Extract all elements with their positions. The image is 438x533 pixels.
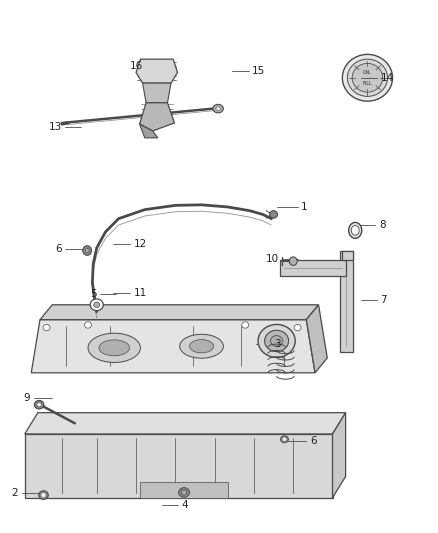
Text: 7: 7 (381, 295, 387, 305)
Text: 15: 15 (252, 66, 265, 76)
Ellipse shape (43, 325, 50, 331)
Ellipse shape (216, 107, 220, 110)
Ellipse shape (289, 257, 297, 265)
Ellipse shape (88, 333, 141, 362)
Polygon shape (25, 434, 332, 498)
Polygon shape (342, 251, 353, 260)
Ellipse shape (258, 325, 295, 358)
Text: 16: 16 (129, 61, 143, 70)
Ellipse shape (90, 299, 103, 311)
Ellipse shape (180, 334, 223, 358)
Ellipse shape (85, 322, 92, 328)
Text: 4: 4 (181, 499, 187, 510)
Polygon shape (136, 59, 177, 83)
Ellipse shape (347, 59, 388, 96)
Text: 14: 14 (381, 73, 394, 83)
Text: 11: 11 (134, 288, 147, 298)
Ellipse shape (181, 490, 187, 495)
Ellipse shape (242, 322, 249, 328)
Ellipse shape (85, 248, 89, 253)
Ellipse shape (190, 340, 214, 353)
Ellipse shape (94, 302, 100, 308)
Ellipse shape (34, 400, 44, 409)
Polygon shape (25, 413, 346, 434)
Text: 12: 12 (134, 239, 147, 249)
Polygon shape (332, 413, 346, 498)
Text: 13: 13 (49, 122, 62, 132)
Polygon shape (280, 260, 346, 276)
Text: FILL: FILL (363, 80, 372, 86)
Ellipse shape (41, 493, 46, 497)
Ellipse shape (179, 488, 190, 497)
Ellipse shape (343, 54, 392, 101)
Ellipse shape (213, 104, 223, 113)
Ellipse shape (283, 438, 286, 441)
Text: 9: 9 (24, 393, 30, 403)
Polygon shape (40, 305, 318, 320)
Polygon shape (140, 124, 158, 138)
Text: 6: 6 (55, 244, 62, 254)
Polygon shape (31, 320, 315, 373)
Polygon shape (140, 103, 174, 131)
Ellipse shape (271, 336, 283, 346)
Ellipse shape (37, 402, 41, 407)
Text: 3: 3 (274, 338, 281, 349)
Ellipse shape (83, 246, 92, 255)
Ellipse shape (281, 436, 288, 443)
Ellipse shape (352, 63, 383, 92)
Text: 6: 6 (310, 437, 316, 447)
Text: 1: 1 (301, 203, 308, 213)
Ellipse shape (265, 330, 289, 352)
Text: 2: 2 (11, 489, 18, 498)
Ellipse shape (351, 225, 359, 235)
Text: 8: 8 (379, 220, 385, 230)
Polygon shape (340, 251, 353, 352)
Polygon shape (143, 83, 171, 103)
Ellipse shape (99, 340, 130, 356)
Ellipse shape (39, 491, 48, 499)
Text: 10: 10 (266, 254, 279, 263)
Ellipse shape (349, 222, 362, 238)
Polygon shape (306, 305, 327, 373)
Ellipse shape (270, 211, 278, 218)
Text: 5: 5 (90, 289, 97, 299)
Text: OIL: OIL (363, 70, 372, 75)
Polygon shape (141, 482, 228, 498)
Ellipse shape (294, 325, 301, 331)
